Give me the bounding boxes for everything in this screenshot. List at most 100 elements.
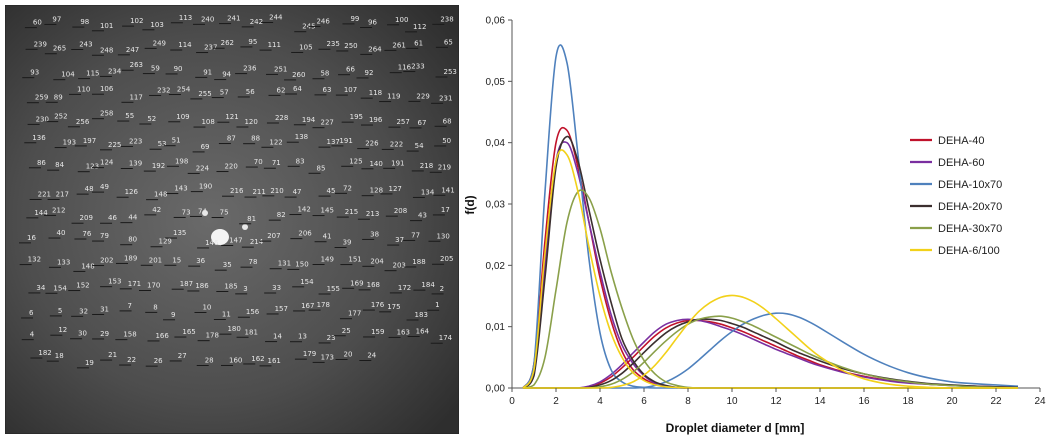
droplet-number: 55 bbox=[125, 112, 134, 120]
droplet-number: 262 bbox=[221, 39, 234, 47]
x-tick-label: 16 bbox=[858, 396, 870, 407]
series-line-deha-30x70 bbox=[522, 189, 1018, 389]
droplet-number: 44 bbox=[128, 214, 137, 222]
droplet-number: 128 bbox=[370, 187, 383, 195]
droplet-number: 84 bbox=[55, 161, 64, 169]
droplet-number: 185 bbox=[224, 282, 237, 290]
droplet-number: 225 bbox=[108, 141, 121, 149]
x-tick-label: 14 bbox=[814, 396, 826, 407]
droplet-number: 37 bbox=[395, 236, 404, 244]
droplet-number: 134 bbox=[421, 188, 435, 196]
droplet-number: 16 bbox=[27, 234, 36, 242]
droplet-number: 145 bbox=[321, 207, 334, 215]
droplet-number: 178 bbox=[206, 332, 219, 340]
droplet-number: 171 bbox=[128, 280, 141, 288]
droplet-number: 209 bbox=[80, 214, 93, 222]
droplet-number: 173 bbox=[321, 353, 334, 361]
droplet-number: 191 bbox=[391, 159, 404, 167]
droplet-number: 39 bbox=[343, 238, 352, 246]
droplet-number: 66 bbox=[346, 66, 355, 74]
droplet-number: 150 bbox=[295, 260, 308, 268]
droplet-number: 229 bbox=[416, 92, 429, 100]
droplet-number: 161 bbox=[268, 357, 281, 365]
droplet-number: 190 bbox=[199, 183, 212, 191]
droplet-number: 53 bbox=[158, 140, 167, 148]
droplet-number: 180 bbox=[227, 325, 240, 333]
droplet-number: 241 bbox=[227, 15, 240, 23]
droplet-number: 215 bbox=[345, 208, 358, 216]
droplet-number: 166 bbox=[155, 332, 169, 340]
droplet-number: 124 bbox=[100, 159, 114, 167]
droplet-number: 261 bbox=[392, 41, 405, 49]
y-axis-title: f(d) bbox=[463, 195, 477, 214]
droplet-number: 13 bbox=[298, 333, 307, 341]
droplet-number: 110 bbox=[77, 85, 90, 93]
droplet-number: 203 bbox=[393, 262, 406, 270]
droplet-number: 259 bbox=[35, 94, 48, 102]
droplet-number: 129 bbox=[159, 238, 172, 246]
droplet-number: 204 bbox=[370, 257, 384, 265]
droplet-number: 201 bbox=[149, 256, 162, 264]
droplet-number: 88 bbox=[251, 135, 260, 143]
droplet-number: 64 bbox=[293, 85, 302, 93]
droplet-number: 15 bbox=[172, 256, 181, 264]
droplet-number: 25 bbox=[342, 327, 351, 335]
droplet-number: 104 bbox=[61, 71, 75, 79]
legend-label: DEHA-30x70 bbox=[938, 223, 1002, 235]
droplet-number: 140 bbox=[369, 160, 382, 168]
droplet-number: 62 bbox=[276, 86, 285, 94]
x-axis-title: Droplet diameter d [mm] bbox=[666, 421, 805, 435]
y-tick-label: 0,03 bbox=[486, 200, 506, 211]
droplet-number: 45 bbox=[327, 187, 336, 195]
x-tick-label: 18 bbox=[902, 396, 914, 407]
droplet-number: 80 bbox=[128, 236, 137, 244]
droplet-number: 243 bbox=[79, 41, 92, 49]
droplet-number: 112 bbox=[413, 23, 426, 31]
y-tick-label: 0,04 bbox=[486, 138, 506, 149]
droplet-number: 152 bbox=[76, 282, 89, 290]
y-tick-label: 0,02 bbox=[486, 261, 506, 272]
droplet-number: 30 bbox=[78, 330, 87, 338]
droplet-number: 138 bbox=[295, 133, 308, 141]
droplet-number: 164 bbox=[416, 327, 430, 335]
droplet-number: 19 bbox=[85, 359, 94, 367]
droplet-number: 116 bbox=[398, 64, 412, 72]
droplet-number: 109 bbox=[176, 113, 189, 121]
droplet-number: 93 bbox=[30, 69, 39, 77]
droplet-number: 159 bbox=[371, 328, 384, 336]
droplet-number: 242 bbox=[250, 18, 263, 26]
droplet-number: 142 bbox=[297, 206, 310, 214]
droplet-number: 8 bbox=[153, 303, 157, 311]
droplet-number: 63 bbox=[322, 86, 331, 94]
series-line-deha-60 bbox=[522, 318, 1019, 389]
legend-label: DEHA-10x70 bbox=[938, 179, 1002, 191]
droplet-number: 69 bbox=[201, 143, 210, 151]
droplet-number: 149 bbox=[321, 256, 334, 264]
droplet-number: 230 bbox=[36, 115, 49, 123]
droplet-number: 98 bbox=[80, 18, 89, 26]
droplet-number: 264 bbox=[368, 45, 382, 53]
legend-label: DEHA-6/100 bbox=[938, 245, 1000, 257]
droplet-number: 213 bbox=[366, 210, 379, 218]
droplet-number: 54 bbox=[415, 142, 424, 150]
droplet-number: 72 bbox=[343, 184, 352, 192]
droplet-number: 197 bbox=[83, 137, 96, 145]
droplet-number: 182 bbox=[38, 349, 51, 357]
droplet-number: 59 bbox=[151, 65, 160, 73]
droplet-number: 260 bbox=[292, 71, 305, 79]
droplet-number: 86 bbox=[37, 159, 46, 167]
x-tick-label: 0 bbox=[509, 396, 515, 407]
droplet-number: 251 bbox=[274, 65, 287, 73]
droplet-number: 236 bbox=[243, 65, 257, 73]
droplet-number: 154 bbox=[300, 278, 314, 286]
droplet-number: 165 bbox=[182, 328, 195, 336]
droplet-number: 136 bbox=[32, 134, 46, 142]
droplet-number: 141 bbox=[441, 186, 454, 194]
x-tick-label: 2 bbox=[553, 396, 559, 407]
droplet-number: 189 bbox=[124, 254, 137, 262]
droplet-number: 115 bbox=[86, 70, 99, 78]
droplet-number: 248 bbox=[100, 46, 113, 54]
y-tick-label: 0,00 bbox=[486, 384, 506, 395]
droplet-number: 231 bbox=[439, 94, 452, 102]
